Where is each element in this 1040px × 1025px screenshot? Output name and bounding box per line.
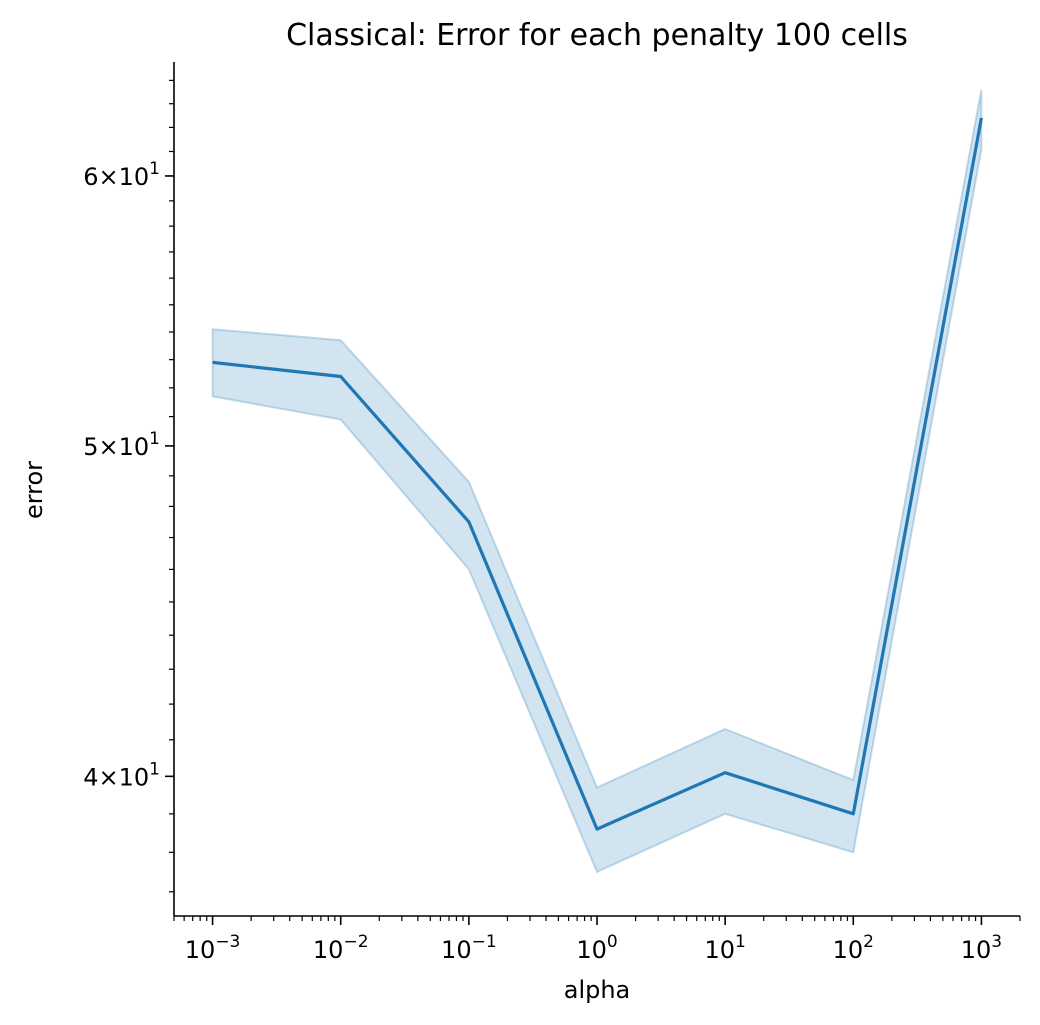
confidence-band (211, 89, 983, 874)
chart-title: Classical: Error for each penalty 100 ce… (286, 18, 908, 53)
y-tick-mantissa: 5 (83, 433, 98, 461)
y-tick-mantissa: 6 (83, 163, 98, 191)
y-tick-exp: 1 (149, 759, 160, 779)
y-tick-times: × (99, 433, 119, 461)
x-tick-base: 10 (185, 936, 216, 964)
x-tick-exponent: −3 (215, 932, 240, 952)
x-axis-label: alpha (564, 976, 631, 1004)
x-tick-label: 102 (833, 932, 874, 964)
x-tick-label: 103 (961, 932, 1002, 964)
x-tick-base: 10 (313, 936, 344, 964)
data-point (851, 812, 855, 816)
y-tick-label: 6×101 (83, 159, 160, 191)
x-tick-exponent: 3 (991, 932, 1002, 952)
x-tick-exponent: 0 (607, 932, 618, 952)
y-tick-label: 4×101 (83, 759, 160, 791)
x-tick-base: 10 (704, 936, 735, 964)
data-point (979, 116, 983, 120)
x-tick-base: 10 (441, 936, 472, 964)
x-tick-base: 10 (961, 936, 992, 964)
y-axis-label: error (20, 461, 48, 519)
x-tick-base: 10 (576, 936, 607, 964)
x-tick-exponent: 2 (863, 932, 874, 952)
x-tick-label: 10−1 (441, 932, 497, 964)
y-tick-base: 10 (119, 763, 150, 791)
data-point (595, 827, 599, 831)
y-tick-exp: 1 (149, 429, 160, 449)
y-tick-mantissa: 4 (83, 763, 98, 791)
x-tick-label: 101 (704, 932, 745, 964)
x-tick-label: 100 (576, 932, 617, 964)
y-tick-times: × (99, 763, 119, 791)
x-tick-exponent: 1 (735, 932, 746, 952)
series-line (212, 117, 983, 831)
x-tick-exponent: −1 (472, 932, 497, 952)
y-tick-times: × (99, 163, 119, 191)
data-point (339, 375, 343, 379)
y-tick-exp: 1 (149, 159, 160, 179)
y-tick-label: 5×101 (83, 429, 160, 461)
data-point (467, 520, 471, 524)
y-tick-base: 10 (119, 163, 150, 191)
x-tick-base: 10 (833, 936, 864, 964)
data-point (211, 360, 215, 364)
x-tick-label: 10−2 (313, 932, 369, 964)
x-tick-exponent: −2 (343, 932, 368, 952)
data-point (723, 771, 727, 775)
x-tick-label: 10−3 (185, 932, 241, 964)
y-tick-base: 10 (119, 433, 150, 461)
